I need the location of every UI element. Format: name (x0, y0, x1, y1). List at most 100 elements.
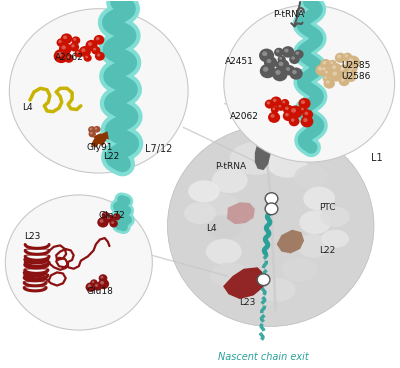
Circle shape (56, 38, 66, 47)
Circle shape (97, 53, 100, 57)
Circle shape (341, 71, 350, 80)
Circle shape (57, 52, 62, 57)
Circle shape (5, 195, 152, 330)
Circle shape (284, 49, 289, 53)
Text: L7/12: L7/12 (145, 144, 172, 154)
Circle shape (330, 61, 333, 64)
Circle shape (61, 33, 72, 44)
Circle shape (283, 105, 293, 114)
Circle shape (97, 217, 109, 227)
Circle shape (267, 59, 271, 63)
Circle shape (63, 36, 67, 39)
Circle shape (348, 75, 352, 78)
Circle shape (285, 107, 289, 110)
Text: A2062: A2062 (230, 112, 259, 121)
Ellipse shape (303, 187, 335, 210)
Circle shape (335, 53, 346, 63)
Circle shape (272, 67, 288, 81)
Circle shape (320, 59, 331, 69)
Circle shape (265, 203, 278, 215)
Circle shape (81, 48, 86, 52)
Circle shape (328, 60, 337, 67)
Circle shape (330, 63, 342, 74)
Circle shape (92, 281, 94, 283)
Text: L23: L23 (24, 233, 41, 241)
Text: A2451: A2451 (225, 57, 254, 66)
Circle shape (347, 73, 356, 82)
Circle shape (291, 118, 295, 122)
Circle shape (332, 65, 336, 69)
Text: Gln72: Gln72 (99, 210, 126, 220)
Circle shape (288, 106, 302, 118)
Circle shape (100, 219, 104, 223)
Circle shape (79, 46, 91, 57)
FancyArrow shape (91, 133, 102, 148)
Circle shape (100, 276, 104, 279)
Circle shape (270, 114, 275, 118)
Ellipse shape (230, 142, 282, 175)
Ellipse shape (297, 234, 329, 258)
Circle shape (86, 282, 96, 292)
Circle shape (285, 113, 289, 117)
Circle shape (332, 71, 337, 76)
Circle shape (274, 48, 284, 57)
Circle shape (345, 54, 348, 57)
Circle shape (102, 212, 109, 219)
Circle shape (90, 128, 92, 130)
Circle shape (340, 67, 344, 70)
Ellipse shape (206, 239, 242, 264)
Ellipse shape (204, 193, 240, 219)
Circle shape (304, 112, 308, 115)
Circle shape (350, 66, 354, 69)
Circle shape (93, 126, 100, 133)
Circle shape (66, 56, 69, 59)
Text: Gly91: Gly91 (87, 143, 113, 152)
Text: L4: L4 (22, 103, 33, 112)
Text: U2585: U2585 (341, 61, 370, 70)
Circle shape (347, 67, 356, 75)
Polygon shape (227, 202, 255, 224)
Circle shape (72, 36, 80, 45)
Circle shape (338, 64, 350, 75)
Circle shape (349, 69, 352, 72)
Circle shape (114, 215, 117, 217)
Circle shape (315, 64, 328, 76)
Polygon shape (277, 230, 304, 254)
Circle shape (95, 284, 98, 287)
Circle shape (271, 96, 282, 106)
Circle shape (99, 274, 107, 282)
Circle shape (265, 99, 275, 109)
Circle shape (324, 78, 335, 89)
Circle shape (273, 99, 277, 102)
Circle shape (257, 274, 270, 286)
Circle shape (296, 52, 299, 55)
Circle shape (93, 48, 96, 51)
Text: L4: L4 (206, 224, 216, 233)
Circle shape (260, 64, 276, 78)
Circle shape (324, 76, 327, 79)
Circle shape (322, 67, 326, 70)
Ellipse shape (282, 258, 317, 282)
Circle shape (322, 61, 326, 64)
Circle shape (91, 46, 100, 54)
Circle shape (340, 68, 343, 71)
Circle shape (96, 37, 100, 40)
Circle shape (300, 106, 308, 114)
Circle shape (286, 67, 290, 71)
Circle shape (263, 67, 268, 72)
Circle shape (339, 67, 347, 74)
Circle shape (347, 71, 351, 75)
Circle shape (345, 56, 360, 69)
Circle shape (303, 118, 308, 122)
Circle shape (271, 106, 279, 113)
Circle shape (267, 101, 270, 105)
Circle shape (330, 69, 343, 82)
Circle shape (88, 131, 96, 137)
Circle shape (282, 46, 294, 58)
Circle shape (283, 111, 294, 121)
Polygon shape (258, 124, 266, 140)
Circle shape (298, 98, 310, 109)
Circle shape (9, 9, 188, 173)
Text: PTC: PTC (319, 202, 336, 212)
Ellipse shape (210, 262, 250, 288)
